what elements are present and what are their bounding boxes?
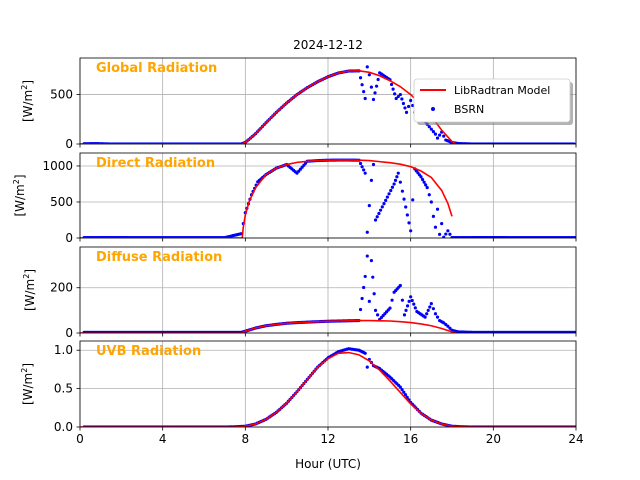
x-tick-label: 24 [568,432,583,446]
y-tick-label: 1.0 [54,343,73,357]
legend: LibRadtran Model BSRN [413,78,573,125]
y-tick-label: 200 [50,281,73,295]
model-line [80,351,576,427]
panel-label: Diffuse Radiation [96,250,222,265]
x-tick-label: 4 [159,432,167,446]
y-axis-label: [W/m2] [12,174,27,216]
legend-bsrn-label: BSRN [454,103,484,116]
y-axis-label-main: [W/m [21,90,35,122]
y-tick-label: 0 [65,137,73,151]
panel-label: UVB Radiation [96,344,201,359]
x-tick-label: 12 [320,432,335,446]
y-axis-label-superscript: 2 [20,85,29,90]
y-tick-label: 1000 [42,159,73,173]
y-tick-label: 0.0 [54,420,73,434]
y-axis-label: [W/m2] [20,80,35,122]
x-tick-label: 16 [403,432,418,446]
chart-title: 2024-12-12 [293,38,363,52]
y-tick-label: 0 [65,326,73,340]
y-axis-label: [W/m2] [20,363,35,405]
panel-data [80,347,576,427]
y-axis-label: [W/m2] [22,269,37,311]
panel-data [80,158,576,238]
x-tick-label: 0 [76,432,84,446]
y-axis-label-superscript: 2 [12,179,21,184]
y-tick-label: 0.5 [54,382,73,396]
y-axis-label-main: [W/m [21,373,35,405]
panel-3: 0 200 Diffuse Radiation [W/m2] [22,246,577,340]
x-tick-label: 20 [486,432,501,446]
panel-2: 0 500 1000 Direct Radiation [W/m2] [12,152,577,245]
y-axis-label-end: ] [21,80,35,85]
y-tick-label: 500 [50,88,73,102]
y-axis-label-main: [W/m [13,184,27,216]
panel-label: Direct Radiation [96,156,215,171]
panel-label: Global Radiation [96,61,217,76]
model-line [80,319,457,333]
y-axis-label-main: [W/m [23,279,37,311]
model-line [80,159,453,238]
legend-box [413,78,571,123]
y-tick-label: 500 [50,195,73,209]
y-axis-label-end: ] [13,174,27,179]
legend-bsrn-swatch [431,107,435,111]
panel-4: 0.0 0.5 1.0 0 4 8 12 16 20 24 UVB Radiation [W/m2] [20,340,584,446]
x-tick-label: 8 [242,432,250,446]
x-axis-label: Hour (UTC) [295,457,361,471]
y-axis-label-superscript: 2 [20,368,29,373]
legend-model-label: LibRadtran Model [454,84,550,97]
y-axis-label-end: ] [23,269,37,274]
y-axis-label-end: ] [21,363,35,368]
y-axis-label-superscript: 2 [22,274,31,279]
y-tick-label: 0 [65,231,73,245]
panel-data [80,254,576,333]
